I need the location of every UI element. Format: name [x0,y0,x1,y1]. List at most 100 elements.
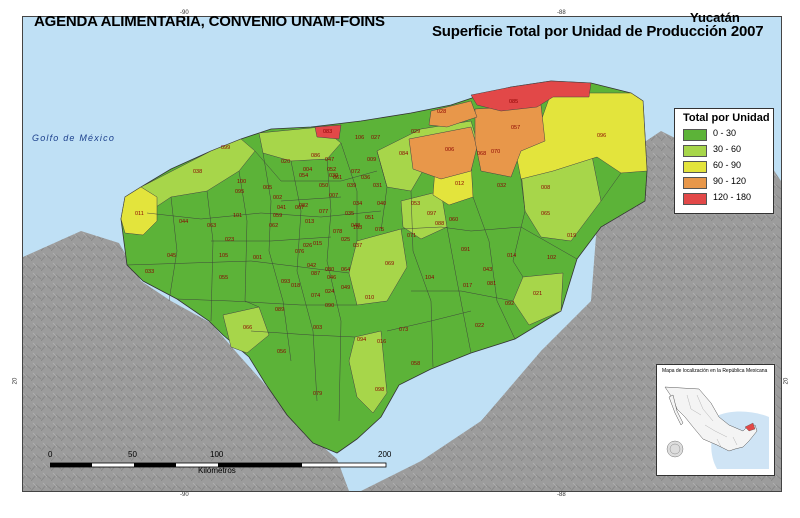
municipality-code[interactable]: 047 [325,157,334,163]
municipality-code[interactable]: 004 [303,167,312,173]
municipality-code[interactable]: 026 [303,243,312,249]
municipality-code[interactable]: 014 [507,253,516,259]
municipality-code[interactable]: 095 [235,189,244,195]
municipality-code[interactable]: 105 [219,253,228,259]
municipality-code[interactable]: 042 [307,263,316,269]
municipality-code[interactable]: 051 [365,215,374,221]
municipality-code[interactable]: 031 [373,183,382,189]
municipality-code[interactable]: 012 [455,181,464,187]
municipality-code[interactable]: 040 [377,201,386,207]
municipality-code[interactable]: 028 [437,109,446,115]
municipality-code[interactable]: 041 [277,205,286,211]
municipality-code[interactable]: 091 [461,247,470,253]
municipality-code[interactable]: 074 [311,293,320,299]
municipality-code[interactable]: 001 [253,255,262,261]
municipality-code[interactable]: 104 [425,275,434,281]
municipality-code[interactable]: 002 [273,195,282,201]
municipality-code[interactable]: 015 [313,241,322,247]
municipality-code[interactable]: 080 [325,267,334,273]
municipality-code[interactable]: 073 [399,327,408,333]
municipality-code[interactable]: 017 [463,283,472,289]
municipality-code[interactable]: 077 [319,209,328,215]
municipality-code[interactable]: 089 [275,307,284,313]
municipality-code[interactable]: 062 [269,223,278,229]
municipality-code[interactable]: 100 [237,179,246,185]
municipality-code[interactable]: 030 [329,173,338,179]
municipality-code[interactable]: 066 [243,325,252,331]
municipality-code[interactable]: 081 [487,281,496,287]
municipality-code[interactable]: 020 [281,159,290,165]
municipality-code[interactable]: 070 [491,149,500,155]
municipality-code[interactable]: 029 [411,129,420,135]
municipality-code[interactable]: 049 [341,285,350,291]
municipality-code[interactable]: 059 [273,213,282,219]
municipality-code[interactable]: 069 [385,261,394,267]
municipality-code[interactable]: 048 [351,223,360,229]
municipality-code[interactable]: 102 [547,255,556,261]
municipality-code[interactable]: 052 [327,167,336,173]
municipality-code[interactable]: 056 [277,349,286,355]
municipality-code[interactable]: 094 [357,337,366,343]
municipality-code[interactable]: 027 [371,135,380,141]
municipality-code[interactable]: 101 [233,213,242,219]
municipality-code[interactable]: 054 [299,173,308,179]
municipality-code[interactable]: 086 [311,153,320,159]
municipality-code[interactable]: 018 [291,283,300,289]
municipality-code[interactable]: 092 [505,301,514,307]
municipality-code[interactable]: 071 [407,233,416,239]
municipality-code[interactable]: 021 [533,291,542,297]
municipality-code[interactable]: 044 [179,219,188,225]
municipality-code[interactable]: 078 [333,229,342,235]
municipality-code[interactable]: 032 [497,183,506,189]
municipality-code[interactable]: 085 [509,99,518,105]
municipality-code[interactable]: 084 [399,151,408,157]
municipality-code[interactable]: 007 [329,193,338,199]
municipality-code[interactable]: 075 [375,227,384,233]
municipality-code[interactable]: 097 [427,211,436,217]
municipality-code[interactable]: 079 [313,391,322,397]
municipality-code[interactable]: 046 [327,275,336,281]
municipality-code[interactable]: 096 [597,133,606,139]
municipality-code[interactable]: 065 [541,211,550,217]
municipality-code[interactable]: 034 [353,201,362,207]
municipality-code[interactable]: 022 [475,323,484,329]
municipality-code[interactable]: 045 [167,253,176,259]
municipality-code[interactable]: 106 [355,135,364,141]
municipality-code[interactable]: 087 [311,271,320,277]
municipality-code[interactable]: 103 [353,225,362,231]
municipality-code[interactable]: 076 [295,249,304,255]
municipality-code[interactable]: 050 [319,183,328,189]
municipality-code[interactable]: 055 [219,275,228,281]
municipality-code[interactable]: 008 [541,185,550,191]
municipality-code[interactable]: 037 [353,243,362,249]
municipality-code[interactable]: 036 [361,175,370,181]
municipality-code[interactable]: 057 [511,125,520,131]
municipality-code[interactable]: 072 [351,169,360,175]
municipality-code[interactable]: 060 [449,217,458,223]
municipality-code[interactable]: 013 [305,219,314,225]
municipality-code[interactable]: 038 [193,169,202,175]
municipality-code[interactable]: 039 [347,183,356,189]
municipality-code[interactable]: 082 [299,203,308,209]
municipality-code[interactable]: 024 [325,289,334,295]
map-canvas[interactable]: 001 002 003 004 005 006 007 008 009 010 011 012 013 0… [22,16,782,492]
municipality-code[interactable]: 005 [263,185,272,191]
municipality-code[interactable]: 025 [341,237,350,243]
municipality-code[interactable]: 011 [135,211,144,217]
municipality-code[interactable]: 053 [411,201,420,207]
municipality-code[interactable]: 083 [323,129,332,135]
municipality-code[interactable]: 063 [207,223,216,229]
municipality-code[interactable]: 067 [295,205,304,211]
municipality-code[interactable]: 010 [365,295,374,301]
municipality-code[interactable]: 088 [435,221,444,227]
municipality-code[interactable]: 068 [477,151,486,157]
municipality-code[interactable]: 016 [377,339,386,345]
municipality-code[interactable]: 006 [445,147,454,153]
municipality-code[interactable]: 099 [221,145,230,151]
municipality-code[interactable]: 043 [483,267,492,273]
municipality-code[interactable]: 033 [145,269,154,275]
municipality-code[interactable]: 093 [281,279,290,285]
municipality-code[interactable]: 058 [411,361,420,367]
municipality-code[interactable]: 019 [567,233,576,239]
municipality-code[interactable]: 035 [345,211,354,217]
